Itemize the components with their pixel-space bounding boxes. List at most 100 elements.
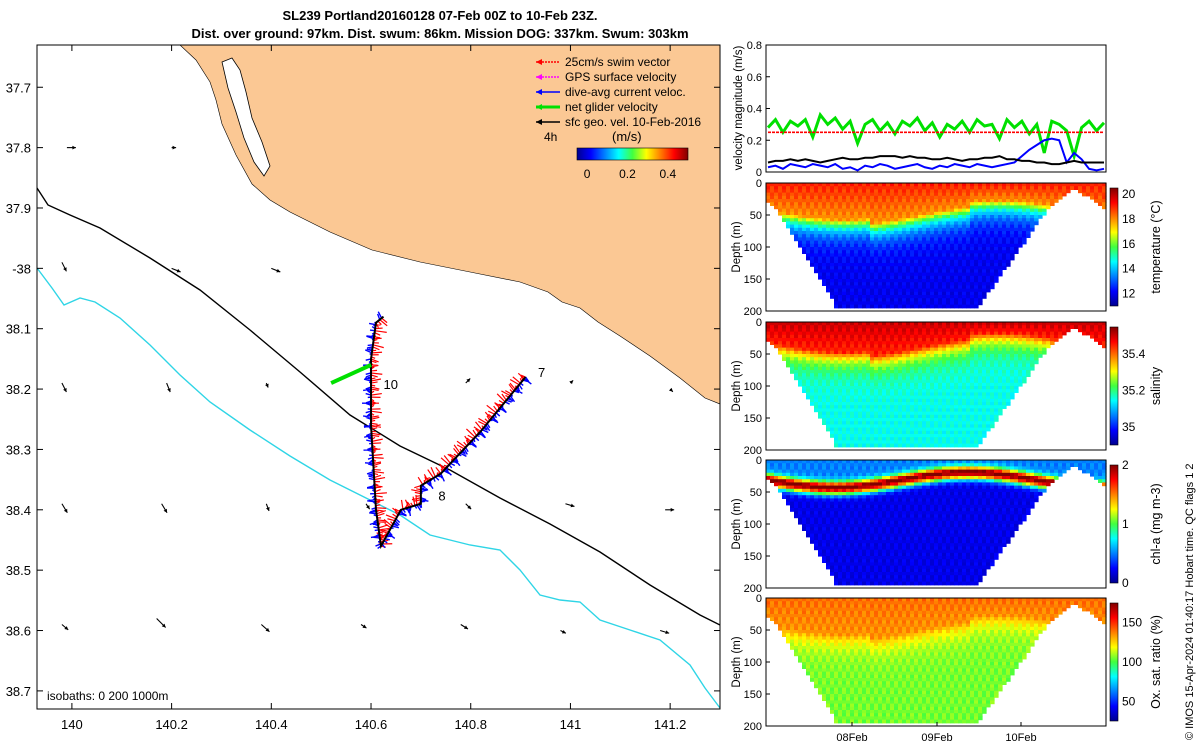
section-cell (1022, 240, 1027, 245)
section-cell (1042, 202, 1047, 206)
section-cell (946, 266, 951, 270)
section-cell (986, 424, 991, 429)
section-cell (886, 402, 891, 406)
section-cell (954, 437, 959, 441)
section-cell (890, 243, 895, 248)
section-cell (978, 379, 983, 384)
map-ytick-label: 38.5 (6, 563, 31, 578)
section-cell (846, 247, 851, 251)
section-cell (822, 479, 827, 483)
section-cell (834, 421, 839, 425)
section-cell (834, 237, 839, 242)
section-cell (930, 247, 935, 251)
section-cell (826, 186, 831, 190)
section-cell (986, 221, 991, 226)
section-cell (818, 231, 823, 235)
section-cell (882, 331, 887, 336)
section-cell (870, 408, 875, 413)
section-cell (938, 408, 943, 413)
section-colorbar-tick: 20 (1122, 187, 1136, 201)
section-cell (1082, 322, 1087, 326)
section-cell (950, 256, 955, 261)
section-cell (826, 341, 831, 345)
section-cell (942, 263, 947, 267)
section-cell (774, 482, 779, 487)
section-cell (974, 189, 979, 194)
section-cell (790, 482, 795, 487)
section-cell (966, 418, 971, 422)
section-cell (938, 259, 943, 264)
section-cell (930, 253, 935, 258)
section-cell (778, 192, 783, 197)
section-cell (990, 328, 995, 333)
section-cell (926, 386, 931, 390)
section-cell (902, 234, 907, 238)
section-cell (838, 237, 843, 242)
section-cell (862, 240, 867, 245)
section-cell (822, 325, 827, 329)
section-cell (822, 279, 827, 283)
section-cell (1042, 338, 1047, 342)
section-cell (806, 476, 811, 480)
section-cell (1038, 195, 1043, 200)
section-cell (994, 199, 999, 203)
section-cell (1098, 334, 1103, 339)
section-cell (902, 411, 907, 416)
section-cell (814, 546, 819, 551)
section-cell (770, 189, 775, 194)
map-xtick-label: 140.8 (454, 717, 487, 732)
section-cell (786, 221, 791, 226)
section-cell (770, 334, 775, 339)
section-cell (830, 414, 835, 419)
section-cell (950, 341, 955, 345)
section-cell (898, 240, 903, 245)
section-cell (906, 331, 911, 336)
section-cell (850, 215, 855, 219)
section-cell (890, 414, 895, 419)
section-cell (826, 543, 831, 547)
section-cell (798, 237, 803, 242)
section-cell (834, 440, 839, 445)
section-cell (882, 392, 887, 397)
section-cell (862, 322, 867, 326)
section-cell (1054, 328, 1059, 333)
section-cell (962, 424, 967, 429)
section-cell (918, 322, 923, 326)
section-cell (914, 215, 919, 219)
section-cell (874, 295, 879, 299)
section-cell (970, 256, 975, 261)
section-cell (822, 472, 827, 477)
section-cell (802, 498, 807, 503)
section-cell (782, 350, 787, 355)
section-cell (1002, 192, 1007, 197)
section-cell (770, 186, 775, 190)
section-cell (766, 199, 771, 203)
section-cell (822, 215, 827, 219)
section-cell (970, 279, 975, 283)
section-cell (1014, 334, 1019, 339)
section-cell (834, 405, 839, 409)
section-cell (922, 208, 927, 213)
section-cell (802, 476, 807, 480)
section-cell (814, 508, 819, 512)
section-cell (838, 411, 843, 416)
section-cell (846, 243, 851, 248)
section-cell (1002, 202, 1007, 206)
section-cell (930, 363, 935, 368)
section-cell (890, 437, 895, 441)
section-cell (846, 272, 851, 277)
section-cell (894, 240, 899, 245)
section-cell (922, 440, 927, 445)
section-cell (842, 205, 847, 210)
section-cell (946, 386, 951, 390)
section-cell (810, 199, 815, 203)
section-cell (922, 341, 927, 345)
section-cell (814, 495, 819, 499)
section-cell (894, 295, 899, 299)
section-cell (1002, 370, 1007, 374)
section-cell (938, 215, 943, 219)
section-cell (826, 556, 831, 560)
section-cell (950, 211, 955, 216)
section-cell (950, 325, 955, 329)
section-cell (1086, 189, 1091, 194)
